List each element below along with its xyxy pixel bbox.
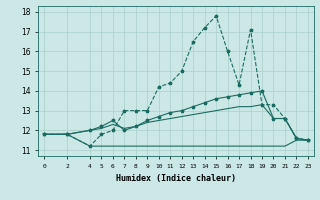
X-axis label: Humidex (Indice chaleur): Humidex (Indice chaleur) [116, 174, 236, 183]
